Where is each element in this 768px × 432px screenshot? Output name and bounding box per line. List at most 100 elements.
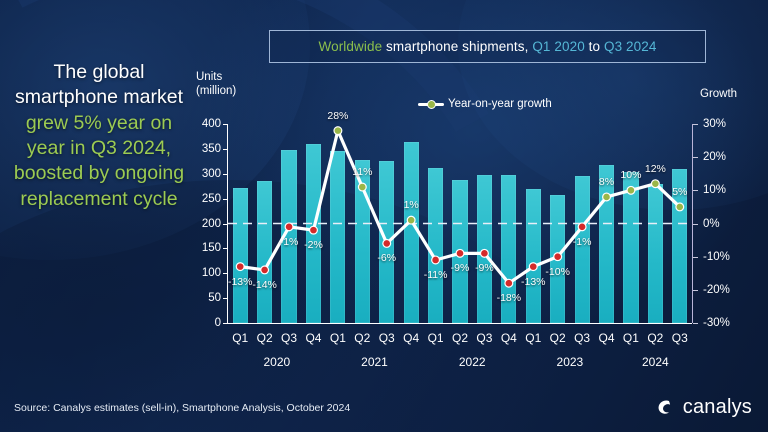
y2-axis-tick-mark	[693, 323, 698, 324]
growth-data-label: -9%	[475, 262, 494, 275]
bar	[330, 151, 346, 323]
y2-axis-tick-label: 10%	[703, 184, 727, 197]
x-axis-year-label: 2021	[361, 355, 388, 369]
y-axis-tick-label: 150	[201, 242, 221, 255]
x-axis-quarter-label: Q2	[451, 331, 469, 345]
growth-marker	[650, 179, 660, 189]
title-segment-start-quarter: Q1 2020	[532, 39, 585, 54]
y2-axis-tick-mark	[693, 223, 698, 225]
growth-marker	[504, 278, 514, 288]
growth-marker	[284, 222, 294, 232]
growth-marker	[553, 252, 563, 262]
legend-line-swatch	[418, 99, 444, 109]
growth-marker	[431, 255, 441, 265]
growth-marker	[455, 248, 465, 258]
title-segment-to: to	[584, 39, 604, 54]
bar	[623, 172, 639, 323]
growth-data-label: 11%	[352, 166, 373, 179]
y-axis-tick-label: 100	[201, 267, 221, 280]
growth-marker	[602, 192, 612, 202]
y2-axis-tick-mark	[693, 157, 698, 159]
growth-data-label: -1%	[572, 235, 592, 248]
legend-label: Year-on-year growth	[448, 98, 552, 110]
x-axis-quarter-label: Q1	[329, 331, 346, 345]
x-axis-quarter-label: Q4	[403, 331, 420, 345]
x-axis-quarter-label: Q3	[281, 331, 298, 345]
y-axis-tick-mark	[223, 173, 228, 175]
x-axis-quarter-label: Q3	[574, 331, 591, 345]
growth-marker	[528, 262, 538, 272]
growth-marker	[260, 265, 270, 275]
x-axis-quarter-label: Q2	[549, 331, 566, 345]
x-axis-line	[227, 323, 692, 324]
x-axis-year-label: 2022	[458, 355, 486, 369]
x-axis-quarter-labels: Q1 Q2 Q3 Q4 Q1 Q2 Q3 Q4 Q1 Q2 Q3 Q4 Q1 Q2 Q3 Q4 Q1 Q2 Q3	[228, 331, 692, 349]
growth-data-label: -11%	[423, 268, 448, 281]
x-axis-quarter-label: Q1	[525, 331, 542, 345]
growth-data-label: 12%	[644, 162, 666, 175]
chart-legend: Year-on-year growth	[418, 98, 552, 110]
canalys-wordmark: canalys	[682, 396, 752, 418]
y2-axis-tick-mark	[693, 289, 698, 291]
bar	[281, 149, 297, 323]
y2-axis-caption: Growth	[700, 88, 738, 100]
x-axis-year-labels: 2020 2021 2022 2023 2024	[228, 355, 692, 373]
y-axis-tick-mark	[223, 248, 228, 250]
y2-axis-tick-label: -20%	[703, 283, 730, 296]
growth-marker	[406, 215, 416, 225]
y-axis-tick-label: 300	[201, 167, 221, 180]
y-axis-tick-label: 50	[208, 292, 221, 305]
headline-text: The global smartphone market grew 5% yea…	[6, 60, 192, 212]
growth-marker	[626, 185, 636, 195]
x-axis-quarter-label: Q3	[476, 331, 493, 345]
y-axis-caption-line2: (million)	[196, 85, 237, 98]
y-axis-tick-label: 250	[201, 192, 221, 205]
x-axis-quarter-label: Q4	[598, 331, 615, 345]
title-segment-shipments: smartphone shipments,	[382, 39, 533, 54]
growth-marker	[333, 126, 343, 136]
canalys-logo: canalys	[654, 396, 752, 419]
x-axis-year-label: 2023	[556, 355, 584, 369]
y-axis-tick-label: 200	[201, 217, 221, 230]
plot-area: 0 50 100 150 200 250 300 350 400 -30% -20% -10% 0% 1…	[202, 110, 730, 329]
growth-data-label: 1%	[403, 199, 419, 212]
growth-data-label: -2%	[304, 239, 323, 252]
y2-axis-tick-label: 20%	[703, 151, 727, 164]
bar	[257, 181, 273, 323]
x-axis-quarter-label: Q1	[232, 331, 249, 345]
growth-marker	[235, 262, 245, 272]
x-axis-year-label: 2024	[642, 355, 669, 369]
headline-white: The global smartphone market	[15, 61, 183, 109]
legend-marker-icon	[427, 99, 436, 109]
x-axis-quarter-label: Q2	[354, 331, 371, 345]
y-axis-tick-label: 400	[201, 118, 221, 130]
growth-marker	[382, 238, 392, 248]
growth-marker	[357, 182, 367, 192]
growth-data-label: 5%	[672, 185, 688, 198]
headline-green: grew 5% year on year in Q3 2024, boosted…	[13, 111, 185, 210]
growth-line	[238, 129, 682, 285]
y-axis-tick-label: 0	[214, 317, 221, 329]
growth-marker	[675, 202, 685, 212]
y-axis-caption: Units (million)	[196, 70, 236, 99]
bar	[501, 175, 517, 323]
growth-line-svg	[228, 126, 692, 288]
bar	[525, 188, 541, 323]
bar	[428, 168, 444, 323]
x-axis-quarter-label: Q1	[622, 331, 639, 345]
growth-data-label: -18%	[496, 292, 522, 305]
bar	[574, 176, 590, 323]
y2-axis-line	[692, 124, 693, 323]
y2-axis-tick-label: 30%	[703, 118, 727, 130]
x-axis-quarter-label: Q3	[378, 331, 395, 345]
y-axis-tick-mark	[223, 148, 228, 150]
growth-marker	[577, 222, 587, 232]
bar	[354, 160, 370, 323]
growth-data-label: -13%	[227, 275, 253, 288]
y-axis-caption-line1: Units	[196, 71, 223, 83]
bar	[647, 183, 663, 323]
x-axis-quarter-label: Q4	[500, 331, 517, 345]
x-axis-quarter-label: Q2	[256, 331, 273, 345]
growth-data-label: -1%	[279, 235, 299, 248]
